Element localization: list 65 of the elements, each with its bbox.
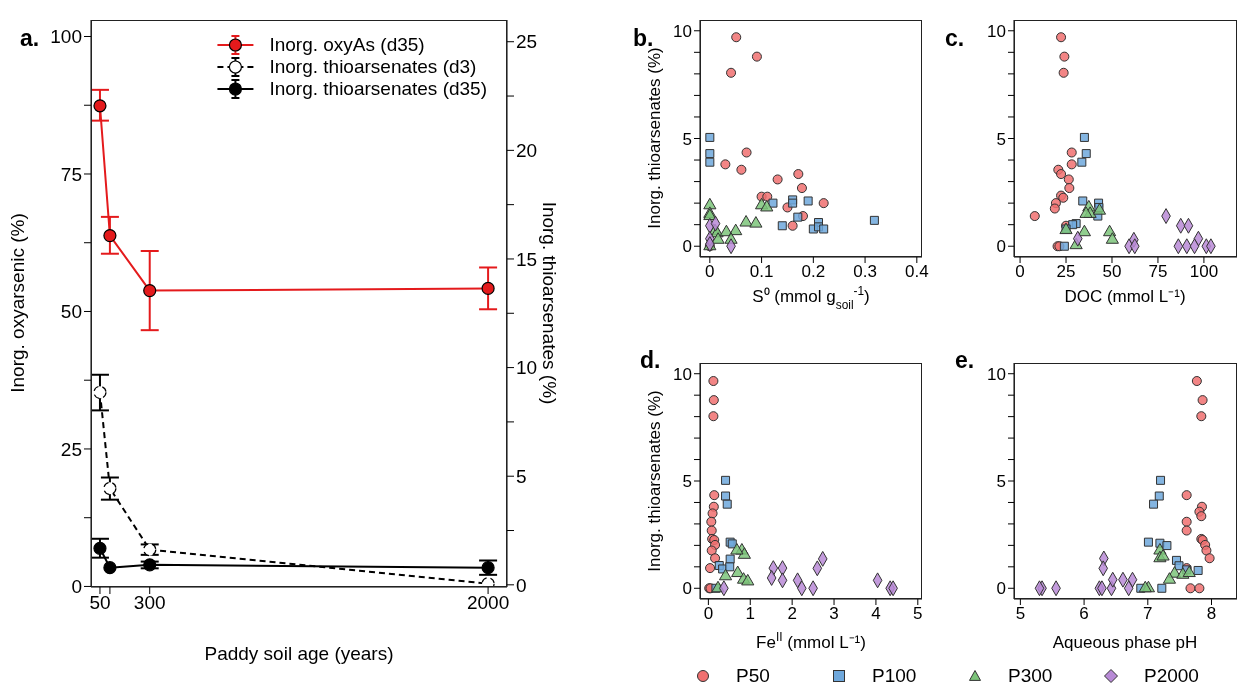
y2-axis-title: Inorg. thioarsenates (%) bbox=[539, 201, 560, 405]
y-tick-label: 10 bbox=[987, 364, 1006, 384]
x-axis-title: S⁰ (mmol g$_{soil}$$^{-1}$) bbox=[752, 284, 870, 312]
x-axis-title: Fe$^{II}$ (mmol L⁻¹) bbox=[756, 630, 866, 652]
x-tick-label: 1 bbox=[745, 604, 755, 624]
y2-tick-label: 25 bbox=[516, 31, 538, 53]
x-tick-label: 75 bbox=[1148, 262, 1168, 282]
legend-label: P100 bbox=[872, 665, 917, 687]
legend-label: Inorg. thioarsenates (d35) bbox=[269, 78, 487, 100]
y-tick-label: 0 bbox=[71, 576, 82, 598]
x-tick-label: 25 bbox=[1056, 262, 1076, 282]
x-tick-label: 0 bbox=[1015, 262, 1025, 282]
y-tick-label: 5 bbox=[682, 472, 692, 492]
y2-tick-label: 20 bbox=[516, 140, 538, 162]
x-tick-label: 6 bbox=[1079, 604, 1089, 624]
y2-tick-label: 0 bbox=[516, 574, 527, 596]
y-tick-label: 25 bbox=[60, 438, 82, 460]
x-tick-label: 8 bbox=[1206, 604, 1217, 624]
y-axis-title: Inorg. oxyarsenic (%) bbox=[7, 213, 28, 393]
y-tick-label: 0 bbox=[996, 237, 1006, 257]
legend-label: P2000 bbox=[1144, 665, 1199, 687]
y-tick-label: 0 bbox=[682, 579, 692, 599]
legend-label: P50 bbox=[736, 665, 770, 687]
x-tick-label: 100 bbox=[1189, 262, 1219, 282]
y-tick-label: 5 bbox=[996, 129, 1006, 149]
y2-tick-label: 10 bbox=[516, 357, 538, 379]
x-tick-label: 4 bbox=[871, 604, 881, 624]
y2-tick-label: 15 bbox=[516, 248, 538, 270]
y-tick-label: 5 bbox=[996, 472, 1006, 492]
chart-title: d. bbox=[640, 347, 661, 373]
x-tick-label: 0.3 bbox=[853, 262, 877, 282]
chart-title: c. bbox=[945, 25, 965, 51]
legend-label: Inorg. thioarsenates (d3) bbox=[269, 56, 477, 78]
y-tick-label: 100 bbox=[50, 26, 82, 48]
y-tick-label: 75 bbox=[60, 163, 82, 185]
x-tick-label: 0.1 bbox=[749, 262, 774, 282]
x-axis-title: Aqueous phase pH bbox=[1052, 633, 1198, 652]
x-tick-label: 3 bbox=[829, 604, 839, 624]
x-tick-label: 0 bbox=[703, 604, 714, 624]
y-tick-label: 0 bbox=[682, 237, 692, 257]
y2-tick-label: 5 bbox=[516, 465, 527, 487]
chart-title: e. bbox=[955, 347, 975, 373]
y-tick-label: 10 bbox=[987, 21, 1006, 41]
x-tick-label: 2000 bbox=[466, 592, 510, 614]
x-axis-title: Paddy soil age (years) bbox=[204, 643, 394, 664]
x-tick-label: 2 bbox=[787, 604, 797, 624]
x-tick-label: 0.2 bbox=[801, 262, 826, 282]
x-tick-label: 7 bbox=[1143, 604, 1153, 624]
x-tick-label: 5 bbox=[913, 604, 923, 624]
x-axis-title: DOC (mmol L⁻¹) bbox=[1064, 287, 1186, 306]
y-tick-label: 10 bbox=[673, 21, 692, 41]
x-tick-label: 0.4 bbox=[905, 262, 929, 282]
x-tick-label: 5 bbox=[1015, 604, 1026, 624]
x-tick-label: 300 bbox=[133, 592, 166, 614]
chart-title: a. bbox=[20, 25, 40, 51]
y-tick-label: 5 bbox=[682, 129, 692, 149]
y-tick-label: 0 bbox=[996, 579, 1006, 599]
y-axis-title: Inorg. thioarsenates (%) bbox=[645, 390, 664, 572]
x-tick-label: 50 bbox=[89, 592, 111, 614]
legend-label: Inorg. oxyAs (d35) bbox=[269, 34, 425, 56]
y-tick-label: 50 bbox=[60, 301, 82, 323]
x-tick-label: 50 bbox=[1102, 262, 1122, 282]
legend-label: P300 bbox=[1008, 665, 1053, 687]
x-tick-label: 0 bbox=[705, 262, 715, 282]
y-tick-label: 10 bbox=[673, 364, 692, 384]
